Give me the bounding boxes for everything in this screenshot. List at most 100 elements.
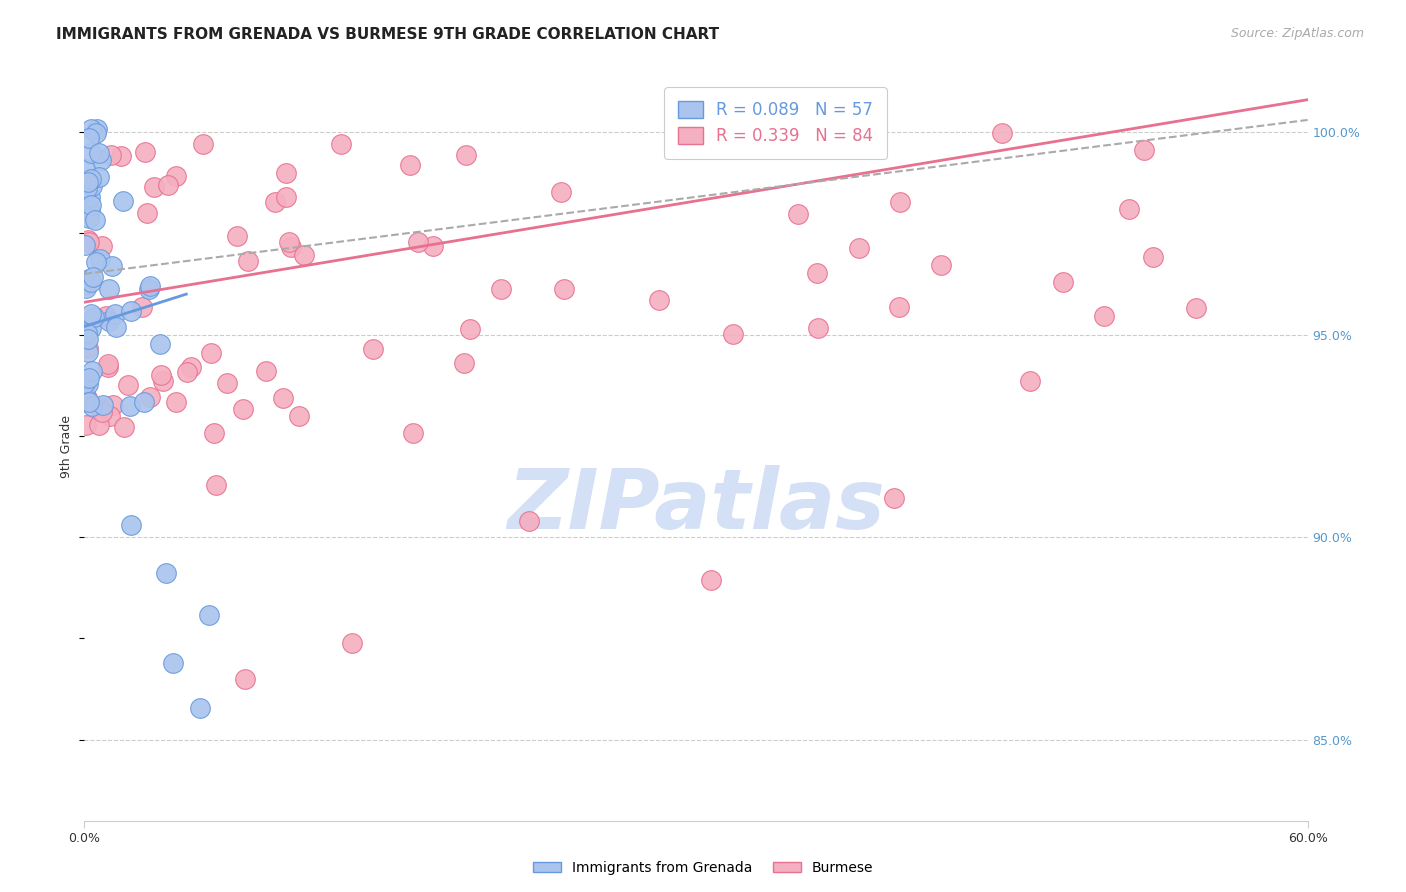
Point: [76, 376, 98, 391]
Point: [84, 213, 107, 227]
Point: [80, 122, 103, 136]
Point: [330, 137, 353, 152]
Point: [202, 425, 225, 440]
Point: [84, 254, 107, 268]
Point: [205, 478, 228, 492]
Point: [193, 136, 215, 151]
Point: [77, 211, 100, 225]
Point: [77, 233, 100, 247]
Point: [398, 158, 420, 172]
Point: [197, 608, 219, 623]
Point: [1118, 202, 1140, 216]
Point: [79, 307, 101, 321]
Point: [80, 172, 103, 186]
Point: [76, 391, 98, 405]
Point: [155, 566, 177, 580]
Point: [138, 391, 160, 405]
Point: [82, 399, 104, 413]
Point: [806, 266, 828, 280]
Point: [929, 258, 952, 272]
Point: [100, 259, 122, 273]
Point: [517, 514, 540, 528]
Point: [117, 377, 139, 392]
Point: [79, 190, 101, 204]
Point: [90, 401, 112, 416]
Point: [80, 145, 103, 160]
Point: [226, 229, 249, 244]
Point: [91, 398, 114, 412]
Point: [97, 357, 120, 371]
Point: [176, 365, 198, 379]
Point: [91, 239, 114, 253]
Point: [104, 319, 127, 334]
Point: [120, 517, 142, 532]
Point: [292, 247, 315, 261]
Point: [238, 254, 260, 268]
Point: [94, 310, 117, 324]
Point: [76, 277, 98, 291]
Point: [75, 390, 97, 404]
Point: [131, 301, 153, 315]
Point: [100, 409, 122, 423]
Point: [149, 368, 172, 382]
Point: [406, 235, 429, 250]
Point: [200, 345, 222, 359]
Point: [422, 239, 444, 253]
Point: [180, 360, 202, 375]
Point: [90, 405, 112, 419]
Point: [77, 371, 100, 385]
Point: [807, 321, 830, 335]
Point: [700, 574, 723, 588]
Point: [75, 237, 97, 252]
Point: [112, 419, 135, 434]
Point: [104, 306, 127, 320]
Point: [232, 401, 254, 416]
Point: [215, 376, 238, 390]
Point: [274, 190, 297, 204]
Point: [73, 162, 96, 177]
Text: ZIPatlas: ZIPatlas: [508, 466, 884, 547]
Point: [889, 300, 911, 314]
Point: [80, 179, 103, 194]
Point: [361, 342, 384, 356]
Point: [82, 364, 104, 378]
Point: [86, 122, 108, 136]
Point: [77, 130, 100, 145]
Point: [276, 166, 298, 180]
Legend: R = 0.089   N = 57, R = 0.339   N = 84: R = 0.089 N = 57, R = 0.339 N = 84: [665, 87, 887, 159]
Point: [453, 356, 475, 370]
Point: [991, 126, 1014, 140]
Point: [648, 293, 671, 307]
Point: [76, 180, 98, 194]
Point: [280, 239, 302, 253]
Point: [87, 170, 110, 185]
Point: [83, 310, 105, 324]
Point: [75, 278, 97, 293]
Point: [143, 180, 166, 194]
Point: [97, 360, 120, 375]
Point: [76, 175, 98, 189]
Point: [188, 701, 211, 715]
Point: [75, 281, 97, 295]
Point: [101, 398, 124, 412]
Text: IMMIGRANTS FROM GRENADA VS BURMESE 9TH GRADE CORRELATION CHART: IMMIGRANTS FROM GRENADA VS BURMESE 9TH G…: [56, 27, 720, 42]
Point: [278, 235, 301, 249]
Point: [132, 395, 155, 409]
Point: [97, 282, 120, 296]
Point: [77, 332, 100, 346]
Point: [77, 235, 100, 249]
Point: [458, 322, 481, 336]
Point: [553, 282, 575, 296]
Point: [77, 341, 100, 355]
Point: [80, 276, 103, 290]
Point: [90, 153, 112, 168]
Point: [1185, 301, 1208, 315]
Point: [489, 282, 512, 296]
Point: [100, 148, 122, 162]
Point: [149, 337, 172, 351]
Point: [112, 194, 135, 208]
Point: [75, 417, 97, 432]
Point: [139, 278, 162, 293]
Legend: Immigrants from Grenada, Burmese: Immigrants from Grenada, Burmese: [527, 855, 879, 880]
Point: [75, 374, 97, 388]
